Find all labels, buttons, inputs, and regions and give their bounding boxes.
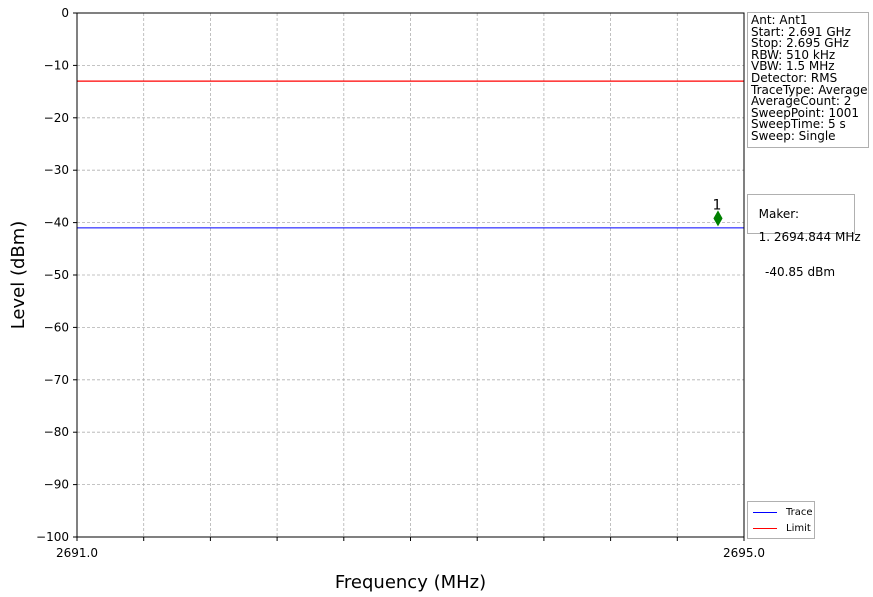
y-tick-label: −50 bbox=[44, 268, 69, 282]
settings-info-box: Ant: Ant1 Start: 2.691 GHz Stop: 2.695 GHz… bbox=[747, 12, 869, 148]
legend-item-limit: Limit bbox=[753, 521, 811, 535]
settings-line: Sweep: Single bbox=[751, 128, 836, 143]
marker-info-level: -40.85 dBm bbox=[765, 264, 836, 279]
y-tick-label: −10 bbox=[44, 58, 69, 72]
marker-info-title: Maker: bbox=[758, 206, 800, 221]
legend-label-trace: Trace bbox=[786, 506, 813, 518]
marker-info-box: Maker: 1. 2694.844 MHz -40.85 dBm bbox=[747, 194, 861, 277]
settings-line: VBW: 1.5 MHz bbox=[751, 59, 835, 74]
y-tick-label: −90 bbox=[44, 478, 69, 492]
settings-line: Stop: 2.695 GHz bbox=[751, 36, 849, 51]
x-axis-label: Frequency (MHz) bbox=[335, 572, 486, 593]
settings-line: SweepTime: 5 s bbox=[751, 117, 846, 132]
y-tick-label: −30 bbox=[44, 163, 69, 177]
legend: Trace Limit bbox=[747, 501, 815, 539]
y-axis-label: Level (dBm) bbox=[8, 221, 29, 330]
marker-info-frequency: 1. 2694.844 MHz bbox=[758, 229, 861, 244]
series-layer bbox=[77, 80, 744, 229]
settings-line: RBW: 510 kHz bbox=[751, 47, 836, 62]
y-tick-label: −40 bbox=[44, 216, 69, 230]
y-tick-label: −70 bbox=[44, 373, 69, 387]
settings-line: Detector: RMS bbox=[751, 70, 838, 85]
legend-label-limit: Limit bbox=[786, 522, 811, 534]
y-tick-label: −60 bbox=[44, 320, 69, 334]
settings-line: AverageCount: 2 bbox=[751, 94, 852, 109]
axis-ticks: 0 −10 −20 −30 −40 −50 −60 −70 −80 −90 −100 2691.0 26… bbox=[36, 6, 765, 560]
y-tick-label: −80 bbox=[44, 425, 69, 439]
x-tick-label: 2691.0 bbox=[56, 546, 98, 560]
marker-1-label: 1 bbox=[713, 197, 722, 213]
legend-swatch-limit bbox=[753, 527, 777, 529]
settings-line: Ant: Ant1 bbox=[751, 13, 808, 27]
legend-swatch-trace bbox=[753, 511, 777, 513]
marker-layer: 1 bbox=[713, 197, 723, 227]
grid bbox=[76, 12, 745, 538]
y-tick-label: −100 bbox=[36, 530, 69, 544]
legend-item-trace: Trace bbox=[753, 505, 813, 519]
x-tick-label: 2695.0 bbox=[723, 546, 765, 560]
y-tick-label: 0 bbox=[61, 6, 69, 20]
y-tick-label: −20 bbox=[44, 111, 69, 125]
settings-line: SweepPoint: 1001 bbox=[751, 105, 860, 120]
settings-line: TraceType: Average bbox=[751, 82, 868, 97]
marker-1-diamond bbox=[713, 210, 723, 227]
settings-line: Start: 2.691 GHz bbox=[751, 24, 851, 39]
